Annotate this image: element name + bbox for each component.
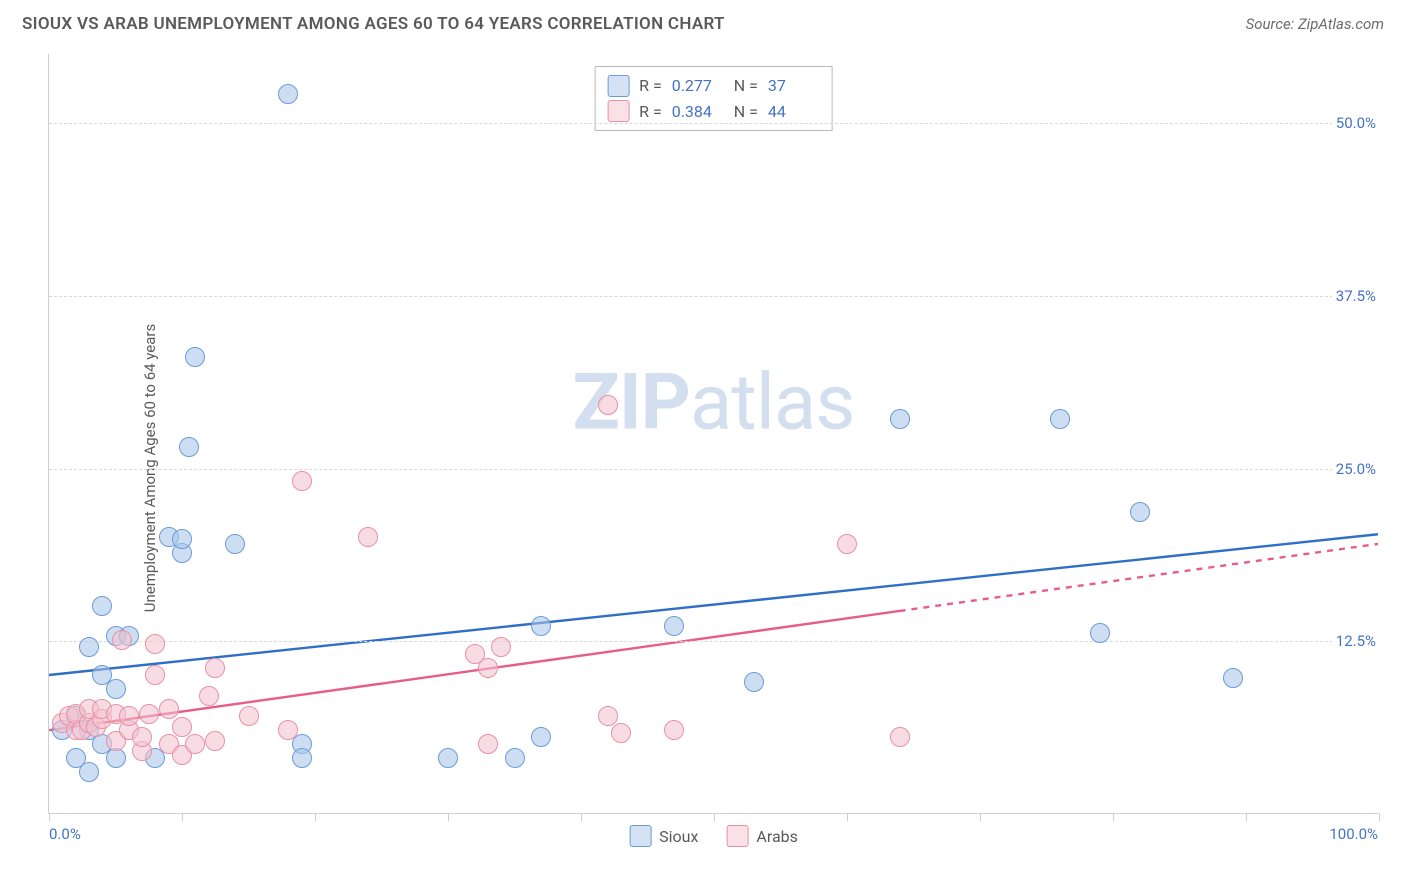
data-point (205, 731, 225, 751)
series-swatch (607, 75, 629, 97)
watermark-rest: atlas (690, 358, 855, 449)
x-tick (1246, 813, 1247, 821)
data-point (119, 706, 139, 726)
source-attribution: Source: ZipAtlas.com (1246, 15, 1384, 33)
chart-title: SIOUX VS ARAB UNEMPLOYMENT AMONG AGES 60… (22, 14, 725, 34)
data-point (292, 748, 312, 768)
data-point (278, 720, 298, 740)
data-point (1090, 623, 1110, 643)
data-point (79, 637, 99, 657)
data-point (664, 720, 684, 740)
data-point (598, 706, 618, 726)
x-tick (980, 813, 981, 821)
data-point (172, 529, 192, 549)
plot-area: ZIPatlas R =0.277N =37R =0.384N =44 0.0%… (48, 54, 1378, 814)
gridline (49, 641, 1378, 642)
n-value: 44 (768, 99, 820, 125)
data-point (239, 706, 259, 726)
x-tick (448, 813, 449, 821)
x-tick (315, 813, 316, 821)
source-prefix: Source: (1246, 15, 1298, 33)
data-point (438, 748, 458, 768)
data-point (185, 734, 205, 754)
series-swatch (607, 100, 629, 122)
r-label: R = (639, 99, 662, 125)
data-point (92, 596, 112, 616)
data-point (145, 634, 165, 654)
source-name: ZipAtlas.com (1298, 15, 1384, 33)
data-point (139, 704, 159, 724)
gridline (49, 469, 1378, 470)
correlation-stats-box: R = 0.277 N = 37 R = 0.384 N = 44 (594, 66, 833, 131)
data-point (145, 665, 165, 685)
data-point (890, 409, 910, 429)
data-point (179, 437, 199, 457)
data-point (132, 727, 152, 747)
data-point (744, 672, 764, 692)
legend-swatch (726, 825, 748, 847)
stat-row: R = 0.384 N = 44 (607, 99, 820, 125)
x-tick (1113, 813, 1114, 821)
y-tick-label: 50.0% (1332, 114, 1380, 132)
x-tick (581, 813, 582, 821)
x-axis-max-label: 100.0% (1329, 825, 1378, 843)
r-value: 0.384 (672, 99, 724, 125)
gridline (49, 123, 1378, 124)
y-tick-label: 37.5% (1332, 287, 1380, 305)
trend-line (900, 544, 1378, 611)
data-point (531, 616, 551, 636)
data-point (199, 686, 219, 706)
data-point (185, 347, 205, 367)
data-point (531, 727, 551, 747)
legend-item: Arabs (726, 825, 798, 847)
n-label: N = (734, 73, 758, 99)
x-tick (714, 813, 715, 821)
watermark-bold: ZIP (572, 358, 689, 449)
data-point (358, 527, 378, 547)
x-tick (49, 813, 50, 821)
data-point (106, 679, 126, 699)
n-value: 37 (768, 73, 820, 99)
data-point (172, 717, 192, 737)
x-tick (847, 813, 848, 821)
data-point (664, 616, 684, 636)
x-tick (1379, 813, 1380, 821)
r-label: R = (639, 73, 662, 99)
x-tick (182, 813, 183, 821)
series-legend: Sioux Arabs (629, 825, 798, 847)
n-label: N = (734, 99, 758, 125)
chart-container: Unemployment Among Ages 60 to 64 years Z… (0, 44, 1406, 892)
r-value: 0.277 (672, 73, 724, 99)
y-tick-label: 25.0% (1332, 460, 1380, 478)
data-point (837, 534, 857, 554)
gridline (49, 296, 1378, 297)
data-point (159, 699, 179, 719)
legend-label: Arabs (756, 827, 798, 846)
legend-label: Sioux (659, 827, 698, 846)
data-point (205, 658, 225, 678)
data-point (79, 762, 99, 782)
data-point (890, 727, 910, 747)
stat-row: R = 0.277 N = 37 (607, 73, 820, 99)
data-point (611, 723, 631, 743)
x-axis-min-label: 0.0% (49, 825, 81, 843)
data-point (292, 471, 312, 491)
data-point (505, 748, 525, 768)
data-point (112, 630, 132, 650)
legend-swatch (629, 825, 651, 847)
data-point (1223, 668, 1243, 688)
data-point (1050, 409, 1070, 429)
data-point (491, 637, 511, 657)
trend-lines (49, 54, 1378, 813)
data-point (478, 734, 498, 754)
data-point (598, 395, 618, 415)
data-point (278, 84, 298, 104)
legend-item: Sioux (629, 825, 698, 847)
data-point (478, 658, 498, 678)
data-point (225, 534, 245, 554)
trend-line (49, 534, 1378, 675)
y-tick-label: 12.5% (1332, 632, 1380, 650)
data-point (1130, 502, 1150, 522)
